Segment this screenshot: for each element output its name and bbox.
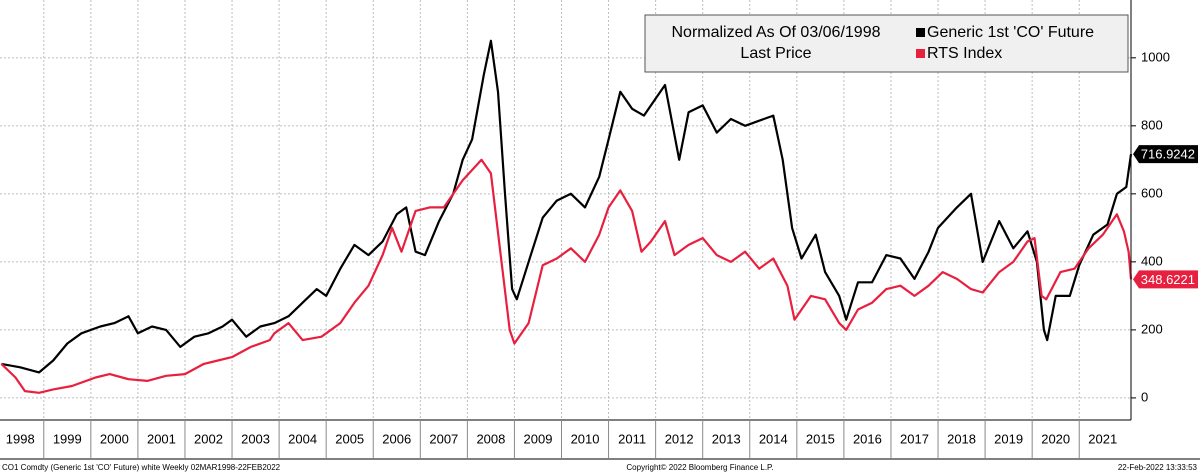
x-tick-label: 2000: [100, 431, 129, 446]
x-tick-label: 2005: [335, 431, 364, 446]
y-tick-label: 200: [1141, 321, 1163, 336]
legend-swatch: [916, 28, 925, 37]
last-value-label: 348.6221: [1141, 272, 1195, 287]
x-tick-label: 2014: [759, 431, 788, 446]
y-tick-label: 0: [1141, 389, 1148, 404]
legend-title: Normalized As Of 03/06/1998: [671, 24, 880, 41]
x-tick-label: 2010: [571, 431, 600, 446]
series-line: [1, 39, 1133, 374]
y-tick-label: 600: [1141, 185, 1163, 200]
x-tick-label: 2004: [288, 431, 317, 446]
x-tick-label: 2001: [147, 431, 176, 446]
footer-left: CO1 Comdty (Generic 1st 'CO' Future) whi…: [2, 463, 281, 472]
x-tick-label: 2011: [618, 431, 646, 446]
grid: [0, 0, 1131, 420]
x-tick-label: 2002: [194, 431, 223, 446]
legend-swatch: [916, 49, 925, 58]
legend-label: Generic 1st 'CO' Future: [927, 24, 1094, 41]
x-tick-label: 2021: [1088, 431, 1117, 446]
x-tick-label: 1998: [6, 431, 35, 446]
x-tick-label: 2008: [476, 431, 505, 446]
series-line: [0, 158, 1133, 394]
x-tick-label: 2019: [994, 431, 1023, 446]
x-tick-label: 2020: [1041, 431, 1070, 446]
legend-box: [644, 14, 1129, 73]
x-tick-label: 2003: [241, 431, 270, 446]
x-tick-label: 1999: [53, 431, 82, 446]
last-value-tag: [1133, 145, 1198, 164]
legend-subtitle: Last Price: [740, 45, 811, 62]
last-value-label: 716.9242: [1141, 147, 1195, 162]
footer-right: 22-Feb-2022 13:33:53: [1118, 463, 1198, 472]
legend-label: RTS Index: [927, 45, 1002, 62]
x-tick-label: 2007: [429, 431, 458, 446]
x-tick-label: 2017: [900, 431, 929, 446]
y-tick-label: 400: [1141, 253, 1163, 268]
x-tick-label: 2006: [382, 431, 411, 446]
last-value-tag: [1133, 270, 1198, 289]
x-tick-label: 2012: [665, 431, 694, 446]
lines: [0, 39, 1133, 394]
footer-center: Copyright© 2022 Bloomberg Finance L.P.: [626, 463, 773, 472]
x-tick-label: 2009: [524, 431, 553, 446]
x-tick-label: 2013: [712, 431, 741, 446]
y-tick-label: 800: [1141, 117, 1163, 132]
legend: Generic 1st 'CO' Future RTS Index: [916, 24, 1094, 62]
x-tick-label: 2015: [806, 431, 835, 446]
x-tick-label: 2018: [947, 431, 976, 446]
x-tick-label: 2016: [853, 431, 882, 446]
y-tick-label: 1000: [1141, 49, 1170, 64]
